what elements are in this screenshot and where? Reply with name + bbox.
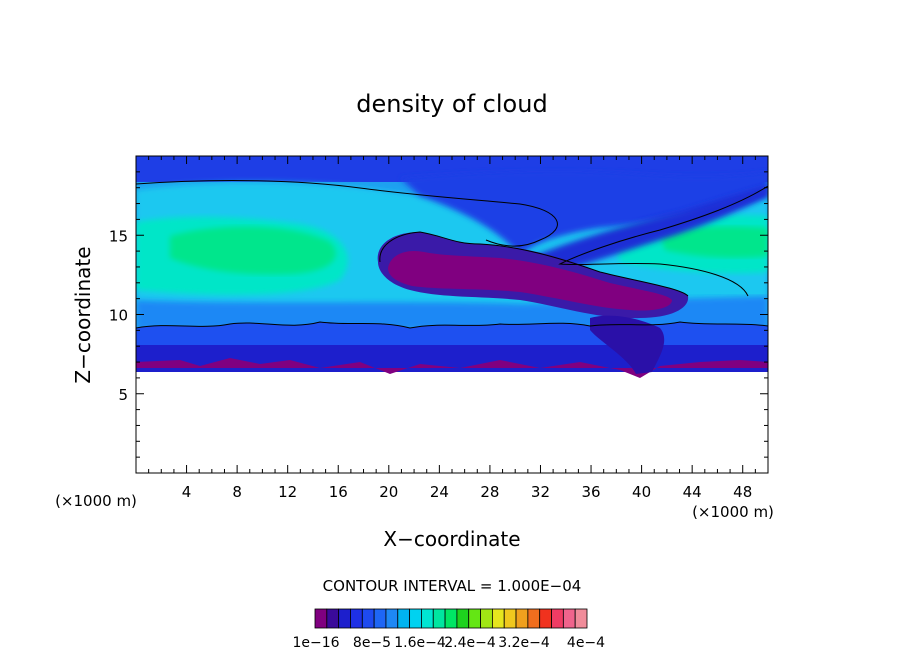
contour-line-base [136,321,768,329]
contour-line-top [136,180,558,247]
colorbar-swatch [432,608,446,629]
y-tick-label: 15 [109,227,128,245]
colorbar-swatch [373,608,387,629]
colorbar-swatch [421,608,434,629]
convective-column-region [590,315,665,374]
colorbar-swatch [468,608,481,629]
plot-area [136,156,768,473]
x-tick-label: 44 [683,483,702,501]
green-core-right-region [660,226,768,258]
colorbar-label: 3.2e−4 [498,635,550,651]
upper-arc-region [400,171,768,256]
x-tick-label: 8 [232,483,242,501]
x-tick-label: 36 [581,483,600,501]
colorbar-swatch [338,608,351,629]
colorbar-swatch [397,608,411,629]
colorbar-swatch [539,608,552,629]
x-tick-label: 20 [379,483,398,501]
y-tick-label: 10 [109,307,128,325]
x-tick-label: 16 [329,483,348,501]
cloud-base-region [136,358,768,378]
contour-line-right [558,185,768,297]
colorbar-swatch [409,608,422,629]
green-core-left-region [170,226,336,275]
x-axis-label: X−coordinate [383,527,520,551]
colorbar-label: 1e−16 [292,635,339,651]
colorbar-swatch [456,608,470,629]
colorbar [314,608,588,629]
y-axis: 5 10 15 [109,171,768,458]
colorbar-swatch [503,608,517,629]
anvil-core-region [388,250,672,311]
colorbar-swatch [350,608,363,629]
colorbar-swatch [361,608,375,629]
x-tick-label: 4 [182,483,192,501]
colorbar-swatch [444,608,458,629]
x-axis: 4 8 12 16 20 24 28 32 36 40 44 48 [148,156,756,501]
colorbar-swatch [574,608,588,629]
x-tick-label: 12 [278,483,297,501]
x-tick-label: 32 [531,483,550,501]
colorbar-swatch [385,608,399,629]
x-tick-label: 48 [733,483,752,501]
x-tick-label: 40 [632,483,651,501]
colorbar-label: 1.6e−4 [394,635,446,651]
x-unit-label-left: (×1000 m) [55,492,137,510]
contour-line-anvil [379,231,689,297]
colorbar-swatch [314,608,328,629]
contour-interval-label: CONTOUR INTERVAL = 1.000E−04 [323,577,582,595]
colorbar-swatch [551,608,564,629]
y-tick-label: 5 [118,386,128,404]
x-unit-label-right: (×1000 m) [692,503,774,521]
colorbar-label: 4e−4 [567,635,605,651]
x-tick-label: 24 [430,483,449,501]
colorbar-swatch [527,608,541,629]
colorbar-swatch [515,608,529,629]
colorbar-label: 2.4e−4 [444,635,496,651]
colorbar-label: 8e−5 [353,635,391,651]
colorbar-swatch [562,608,576,629]
y-axis-label: Z−coordinate [71,246,95,383]
colorbar-swatch [480,608,493,629]
chart-title: density of cloud [356,90,547,118]
x-tick-label: 28 [480,483,499,501]
colorbar-labels: 1e−16 8e−5 1.6e−42.4e−4 3.2e−4 4e−4 [292,635,605,651]
colorbar-swatch [326,608,340,629]
colorbar-swatch [491,608,505,629]
shear-arm-region [520,186,768,276]
